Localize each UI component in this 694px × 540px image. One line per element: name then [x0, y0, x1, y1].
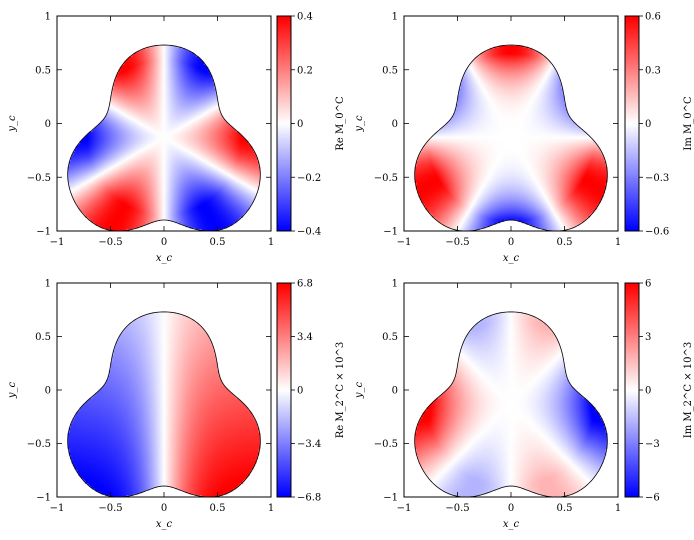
y-tick-label: 1	[392, 12, 398, 23]
y-tick-label: −1	[36, 227, 51, 238]
y-tick-label: −0.5	[374, 173, 398, 184]
colorbar-tick-label: 3	[645, 332, 651, 343]
x-axis-label: x_c	[503, 253, 520, 264]
colorbar-tick-label: 6.8	[297, 279, 313, 290]
x-tick-label: 0.5	[557, 237, 573, 248]
x-axis-label: x_c	[503, 519, 520, 530]
x-axis-label: x_c	[156, 253, 173, 264]
domain-boundary	[414, 311, 608, 498]
colorbar	[277, 283, 291, 497]
x-tick-label: −1	[397, 237, 412, 248]
x-axis-label: x_c	[156, 519, 173, 530]
y-tick-label: 0	[45, 119, 51, 130]
x-tick-label: −0.5	[445, 237, 469, 248]
x-tick-label: −1	[397, 503, 412, 514]
x-tick-label: −0.5	[98, 503, 122, 514]
y-tick-label: −0.5	[374, 439, 398, 450]
colorbar-tick-label: 0.2	[297, 65, 313, 76]
colorbar-tick-label: −0.3	[645, 173, 669, 184]
y-axis-label: y_c	[354, 381, 365, 399]
panel-4: −1 −0.5 0 0.5 1 1 0.5 0 −0.5 −1 x_c y_c 6 3 0 −3 −6 Im M_…	[354, 279, 694, 531]
colorbar-label: Re M_0^C	[335, 96, 346, 151]
y-tick-label: 0	[45, 386, 51, 397]
colorbar-tick-label: 0	[297, 119, 303, 130]
heatmap-field	[57, 16, 271, 231]
colorbar	[625, 283, 639, 497]
colorbar-tick-label: 0	[645, 386, 651, 397]
y-tick-label: 1	[45, 279, 51, 290]
domain-boundary	[67, 311, 261, 498]
panel-3: −1 −0.5 0 0.5 1 1 0.5 0 −0.5 −1 x_c y_c 6.8 3.4 0 −3.4 −…	[7, 279, 346, 531]
x-tick-label: 0	[508, 503, 514, 514]
y-tick-label: 0.5	[35, 65, 51, 76]
heatmap-field	[404, 16, 618, 231]
x-tick-label: 0	[161, 237, 167, 248]
x-tick-label: 0.5	[210, 237, 226, 248]
colorbar-tick-label: −3.4	[297, 439, 321, 450]
x-tick-label: 1	[615, 237, 621, 248]
y-tick-label: 1	[392, 279, 398, 290]
y-tick-label: −1	[383, 493, 398, 504]
colorbar-tick-label: 0.6	[645, 12, 661, 23]
domain-boundary	[67, 44, 261, 232]
colorbar-tick-label: −6	[645, 493, 660, 504]
colorbar-label: Im M_2^C × 10^3	[683, 342, 694, 438]
x-tick-label: 0	[508, 237, 514, 248]
heatmap-field	[57, 283, 271, 497]
colorbar-tick-label: −0.6	[645, 227, 669, 238]
y-tick-label: −1	[383, 227, 398, 238]
colorbar-tick-label: −0.2	[297, 173, 321, 184]
x-tick-label: 0.5	[557, 503, 573, 514]
colorbar-tick-label: 0.3	[645, 65, 661, 76]
colorbar-tick-label: −6.8	[297, 493, 321, 504]
y-tick-label: −1	[36, 493, 51, 504]
x-tick-label: 0	[161, 503, 167, 514]
domain-boundary	[414, 44, 608, 232]
colorbar-tick-label: 0.4	[297, 12, 313, 23]
x-tick-label: −1	[50, 503, 65, 514]
panel-2: −1 −0.5 0 0.5 1 1 0.5 0 −0.5 −1 x_c y_c 0.6 0.3 0 −0.3 −…	[354, 12, 694, 265]
x-tick-label: 1	[268, 237, 274, 248]
y-axis-label: y_c	[7, 115, 18, 133]
y-axis-label: y_c	[7, 381, 18, 399]
colorbar-tick-label: −3	[645, 439, 660, 450]
y-tick-label: −0.5	[27, 439, 51, 450]
y-tick-label: −0.5	[27, 173, 51, 184]
heatmap-field	[404, 283, 618, 497]
x-tick-label: 0.5	[210, 503, 226, 514]
colorbar-tick-label: 6	[645, 279, 651, 290]
x-tick-label: −1	[50, 237, 65, 248]
x-tick-label: 1	[615, 503, 621, 514]
y-tick-label: 0.5	[35, 332, 51, 343]
y-tick-label: 0	[392, 386, 398, 397]
colorbar	[277, 16, 291, 231]
colorbar-tick-label: 3.4	[297, 332, 313, 343]
x-tick-label: −0.5	[445, 503, 469, 514]
y-tick-label: 0.5	[382, 332, 398, 343]
y-tick-label: 0	[392, 119, 398, 130]
y-axis-label: y_c	[354, 115, 365, 133]
colorbar-tick-label: −0.4	[297, 227, 321, 238]
colorbar	[625, 16, 639, 231]
x-tick-label: −0.5	[98, 237, 122, 248]
panel-1: −1 −0.5 0 0.5 1 1 0.5 0 −0.5 −1 x_c y_c 0.4 0.2 0 −0.2 −…	[7, 12, 346, 265]
colorbar-label: Im M_0^C	[683, 96, 694, 151]
colorbar-tick-label: 0	[297, 386, 303, 397]
y-tick-label: 1	[45, 12, 51, 23]
x-tick-label: 1	[268, 503, 274, 514]
colorbar-label: Re M_2^C × 10^3	[335, 342, 346, 438]
colorbar-tick-label: 0	[645, 119, 651, 130]
y-tick-label: 0.5	[382, 65, 398, 76]
